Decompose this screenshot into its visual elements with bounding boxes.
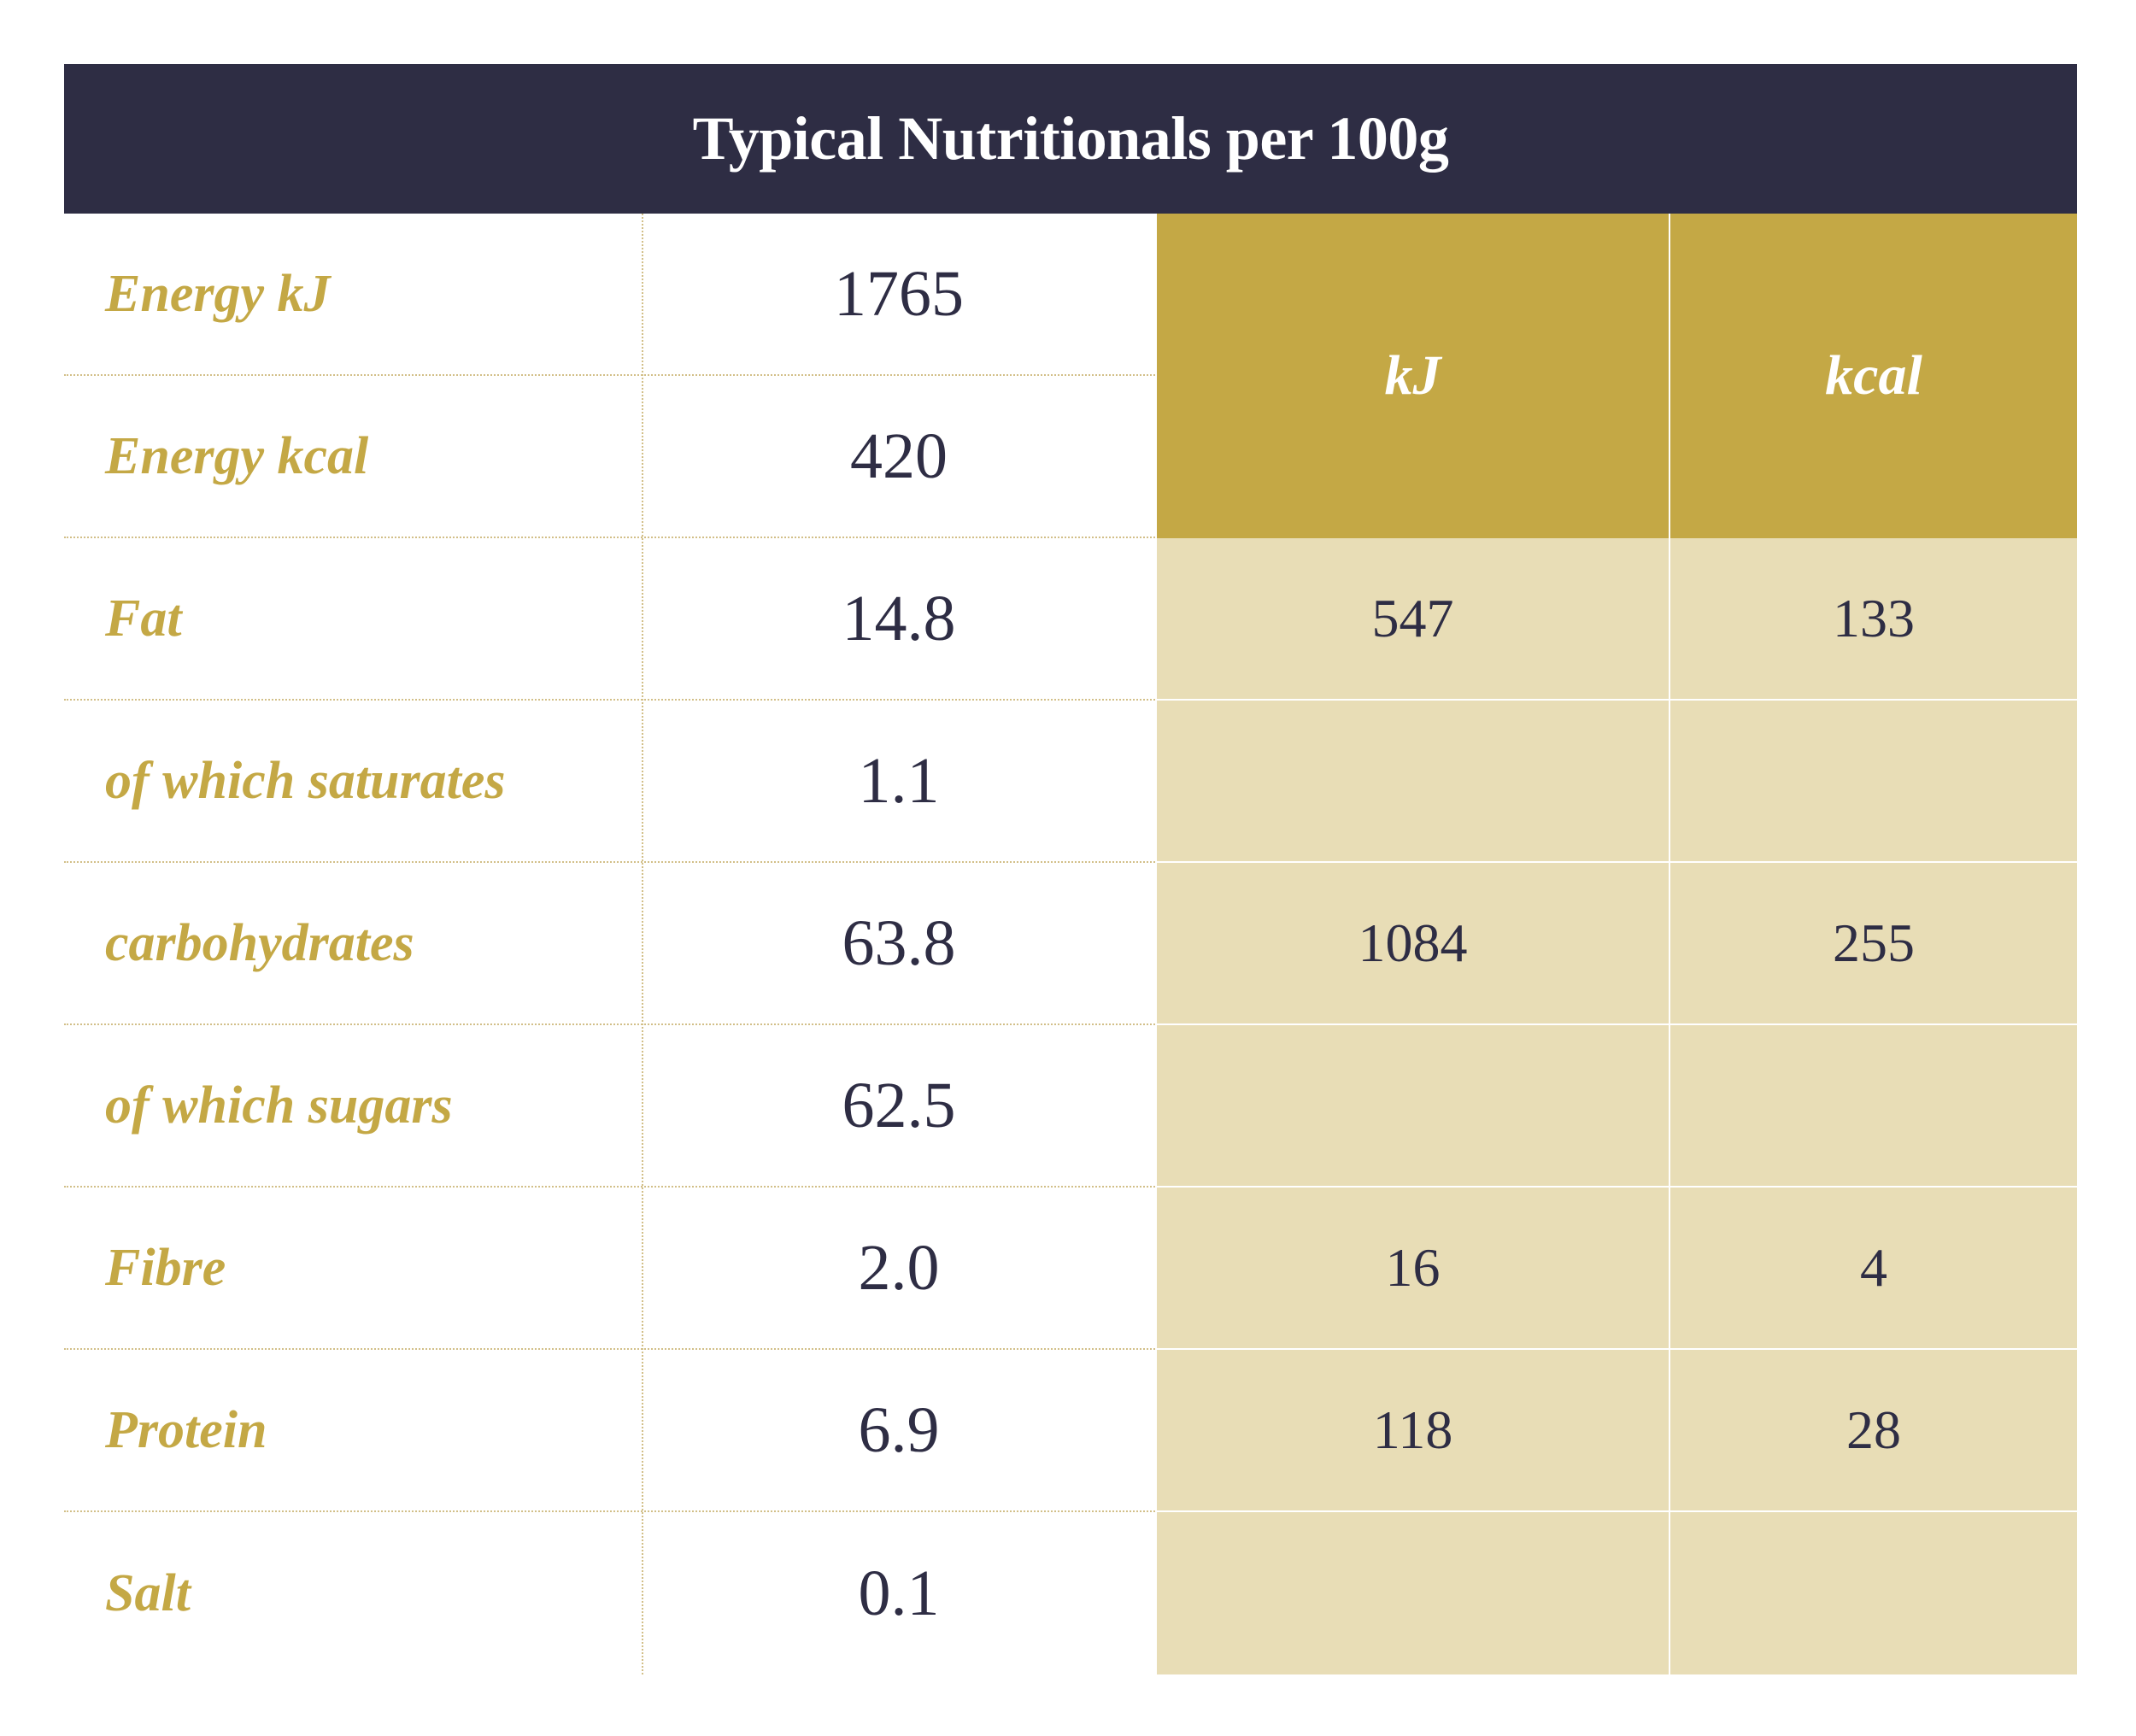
nutrient-value: 62.5 <box>842 1069 956 1141</box>
header-divider <box>1669 214 1670 538</box>
table-row: carbohydrates 63.8 <box>64 863 1155 1025</box>
column-divider <box>642 214 643 1674</box>
table-row: Energy kJ 1765 <box>64 214 1155 376</box>
energy-header: kJ kcal <box>1157 214 2077 538</box>
kj-cell <box>1157 1025 1669 1186</box>
kcal-cell <box>1670 1025 2077 1186</box>
kj-cell: 118 <box>1372 1399 1453 1460</box>
kcal-cell: 4 <box>1860 1237 1887 1298</box>
nutrient-label: carbohydrates <box>105 913 414 972</box>
nutrient-value: 1765 <box>834 257 964 330</box>
kj-column-header: kJ <box>1384 344 1441 407</box>
kcal-column-header: kcal <box>1825 344 1922 407</box>
table-row: Protein 6.9 <box>64 1350 1155 1512</box>
energy-row: 1084 255 <box>1157 863 2077 1025</box>
table-row: of which saturates 1.1 <box>64 701 1155 863</box>
kcal-cell: 133 <box>1833 588 1915 648</box>
energy-row <box>1157 1025 2077 1188</box>
kcal-cell: 28 <box>1846 1399 1901 1460</box>
table-row: Energy kcal 420 <box>64 376 1155 538</box>
nutrient-label: of which sugars <box>105 1076 453 1135</box>
nutrient-value: 2.0 <box>858 1231 940 1304</box>
nutrient-label: Salt <box>105 1563 191 1622</box>
nutrient-value: 0.1 <box>858 1557 940 1629</box>
nutrition-table: Energy kJ 1765 Energy kcal 420 Fat 14.8 … <box>64 214 2077 1674</box>
nutrient-label: Energy kJ <box>105 264 331 323</box>
energy-body: 547 133 1084 255 16 4 118 28 <box>1157 538 2077 1674</box>
table-row: of which sugars 62.5 <box>64 1025 1155 1188</box>
nutrient-value: 63.8 <box>842 906 956 979</box>
table-title: Typical Nutritionals per 100g <box>64 64 2077 214</box>
energy-row <box>1157 1512 2077 1674</box>
nutrient-value: 420 <box>850 419 948 492</box>
table-row: Salt 0.1 <box>64 1512 1155 1674</box>
nutrient-value: 1.1 <box>858 744 940 817</box>
body-divider <box>1669 538 1670 1674</box>
table-row: Fat 14.8 <box>64 538 1155 701</box>
kj-cell: 547 <box>1371 588 1454 648</box>
kj-cell <box>1157 1512 1669 1674</box>
nutrient-label: Energy kcal <box>105 426 369 485</box>
kj-cell <box>1157 701 1669 861</box>
nutrient-value: 14.8 <box>842 582 956 654</box>
nutrient-label: Protein <box>105 1400 267 1459</box>
kj-cell: 16 <box>1385 1237 1441 1298</box>
nutrient-label: Fibre <box>105 1238 226 1297</box>
nutrient-label: of which saturates <box>105 751 506 810</box>
kcal-cell <box>1670 701 2077 861</box>
nutrient-label: Fat <box>105 589 182 648</box>
energy-row <box>1157 701 2077 863</box>
table-row: Fibre 2.0 <box>64 1188 1155 1350</box>
energy-row: 547 133 <box>1157 538 2077 701</box>
kj-cell: 1084 <box>1358 912 1468 973</box>
kcal-cell: 255 <box>1833 912 1915 973</box>
energy-row: 118 28 <box>1157 1350 2077 1512</box>
nutrient-value: 6.9 <box>858 1393 940 1466</box>
kcal-cell <box>1670 1512 2077 1674</box>
energy-row: 16 4 <box>1157 1188 2077 1350</box>
